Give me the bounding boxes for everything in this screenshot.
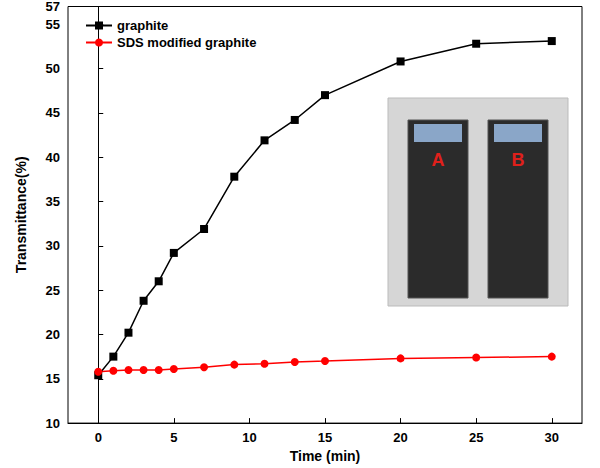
svg-text:10: 10 [46,416,60,431]
svg-text:A: A [432,150,445,170]
svg-text:35: 35 [46,194,60,209]
svg-text:5: 5 [170,430,177,445]
svg-text:25: 25 [469,430,483,445]
svg-text:SDS modified graphite: SDS modified graphite [117,35,256,50]
svg-text:55: 55 [46,17,60,32]
svg-text:Transmittance(%): Transmittance(%) [13,156,29,273]
svg-text:B: B [512,150,525,170]
svg-text:25: 25 [46,283,60,298]
svg-text:30: 30 [545,430,559,445]
svg-text:50: 50 [46,61,60,76]
svg-text:10: 10 [242,430,256,445]
svg-text:20: 20 [393,430,407,445]
svg-text:0: 0 [95,430,102,445]
svg-text:30: 30 [46,238,60,253]
svg-text:graphite: graphite [117,18,168,33]
svg-text:45: 45 [46,105,60,120]
svg-text:Time (min): Time (min) [290,448,361,464]
svg-text:40: 40 [46,150,60,165]
svg-text:15: 15 [318,430,332,445]
svg-text:57: 57 [46,0,60,14]
svg-text:15: 15 [46,371,60,386]
svg-text:20: 20 [46,327,60,342]
